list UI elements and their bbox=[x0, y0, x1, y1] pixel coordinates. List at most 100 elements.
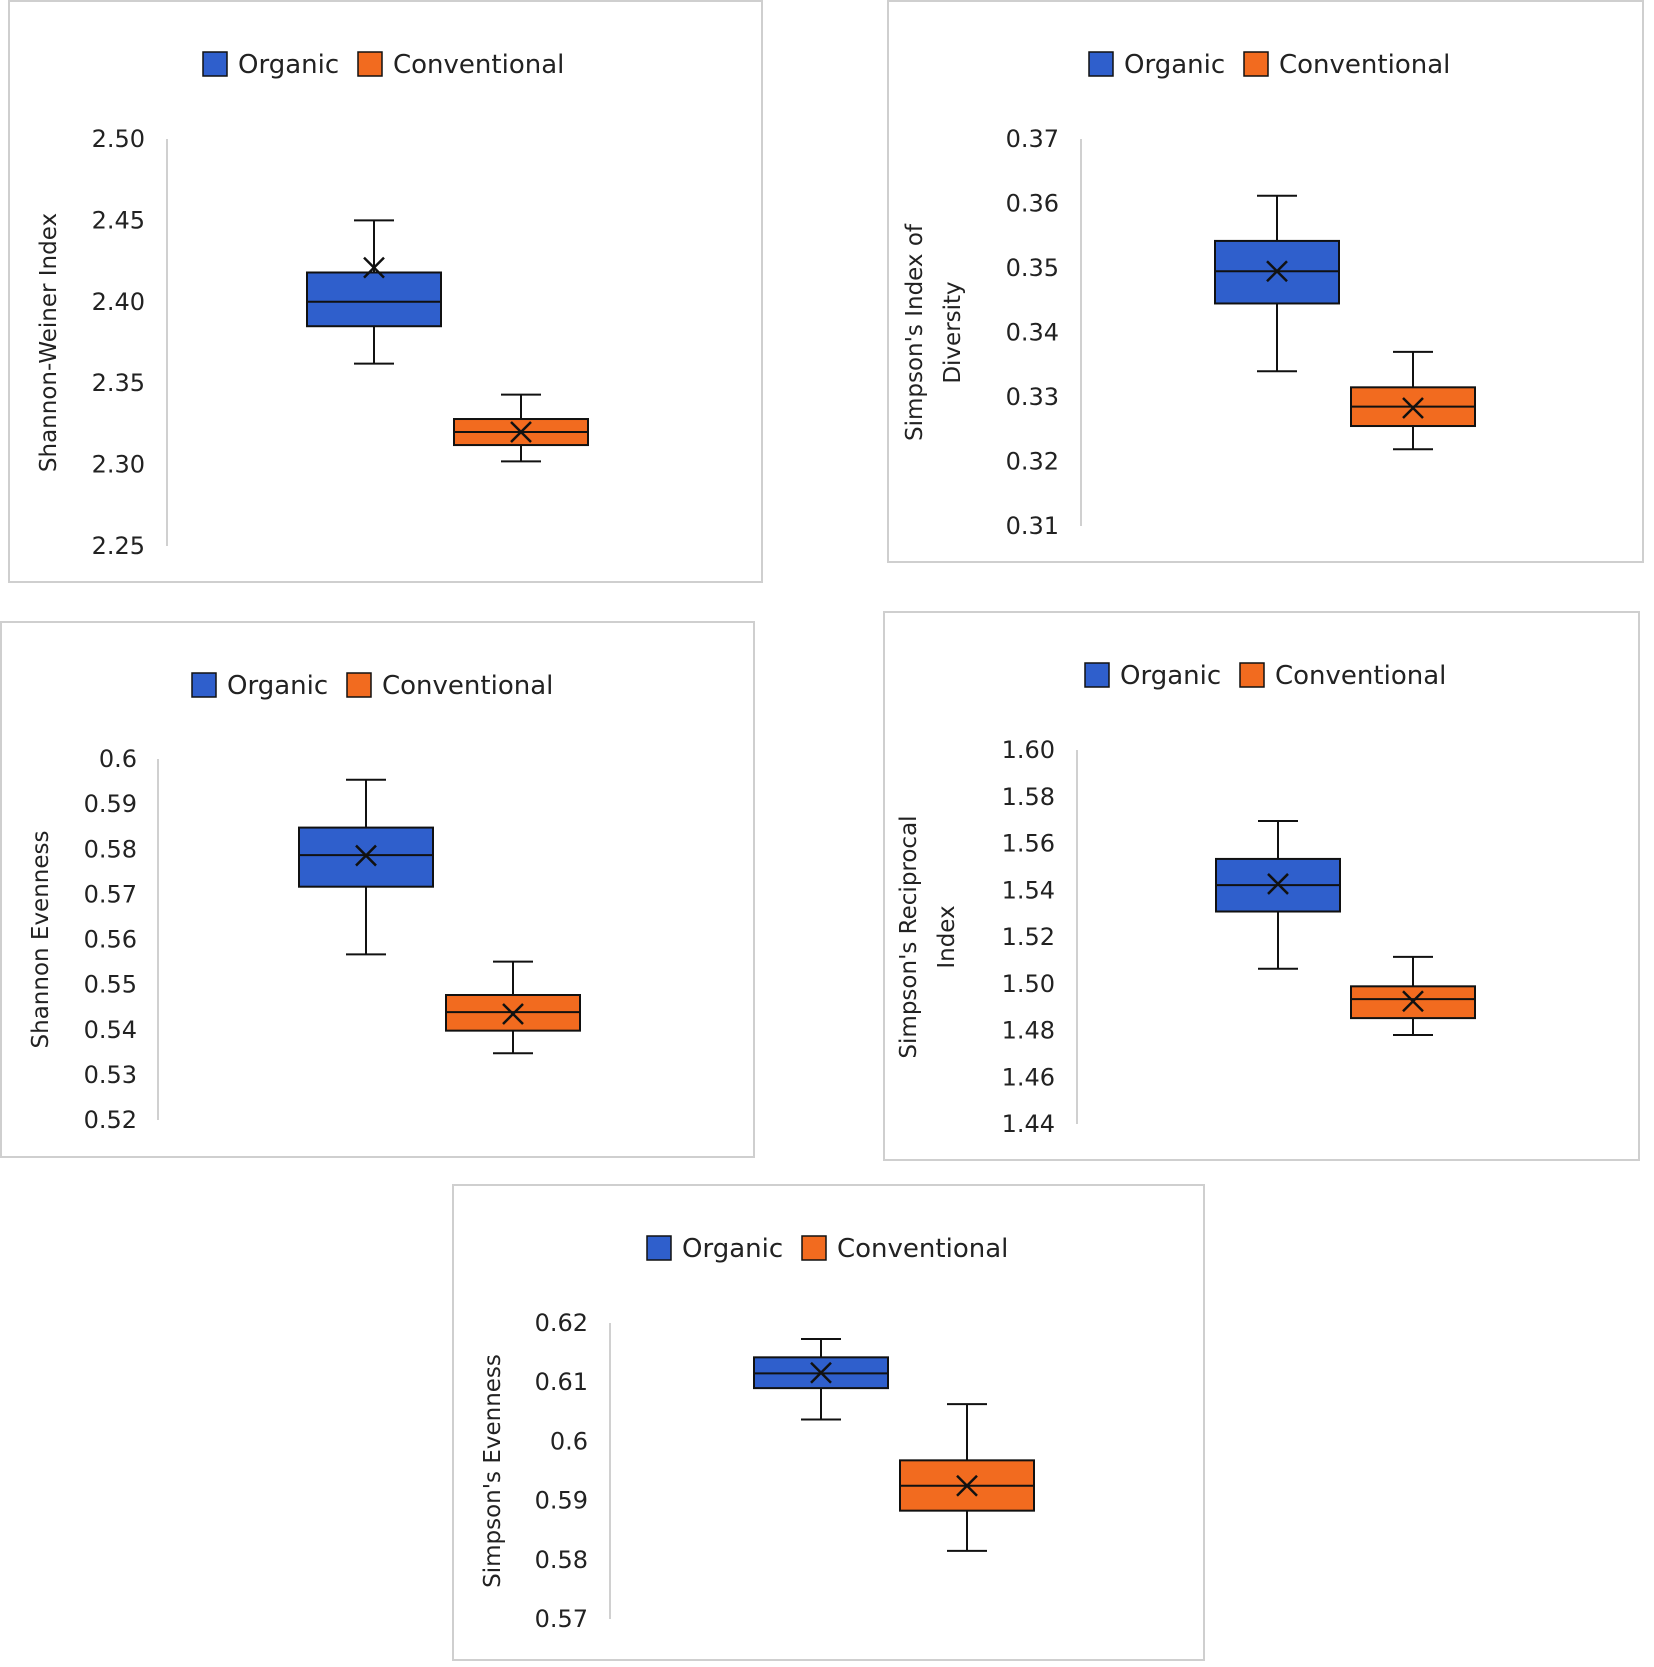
boxplot-organic bbox=[1215, 820, 1341, 970]
mean-marker bbox=[810, 1361, 832, 1384]
y-axis-label: Simpson's Index of bbox=[902, 223, 928, 441]
y-tick-label: 1.50 bbox=[1002, 970, 1055, 998]
chart-shannon-evenness-svg: Organic Conventional 0.6 0.59 0.58 0.57 0.56 0.… bbox=[28, 671, 581, 1134]
boxplot-organic bbox=[753, 1337, 889, 1421]
legend-swatch-organic bbox=[191, 672, 217, 698]
mean-marker bbox=[1266, 260, 1288, 283]
mean-marker bbox=[502, 1003, 524, 1025]
legend: Organic Conventional bbox=[202, 50, 564, 80]
boxplot-conventional bbox=[899, 1403, 1035, 1552]
y-tick-label: 0.34 bbox=[1006, 319, 1059, 347]
y-tick-label: 0.37 bbox=[1006, 125, 1059, 153]
legend: Organic Conventional bbox=[1084, 661, 1446, 691]
y-tick-label: 1.44 bbox=[1002, 1110, 1055, 1138]
y-tick-label: 0.57 bbox=[84, 880, 137, 908]
mean-marker bbox=[1402, 397, 1424, 419]
mean-marker bbox=[1267, 873, 1289, 895]
legend-swatch-conventional bbox=[357, 51, 383, 77]
y-tick-label: 0.61 bbox=[535, 1368, 588, 1396]
legend: Organic Conventional bbox=[646, 1234, 1008, 1264]
y-axis-label: Simpson's Evenness bbox=[480, 1354, 506, 1588]
y-axis-label: Shannon Evenness bbox=[28, 831, 54, 1049]
chart-panel-shannon-weiner: Organic Conventional 2.50 2.45 2.40 2.35 2.30 2… bbox=[8, 0, 763, 583]
y-tick-label: 0.55 bbox=[84, 971, 137, 999]
legend-swatch-organic bbox=[646, 1235, 672, 1261]
legend-label-organic: Organic bbox=[227, 671, 328, 701]
mean-marker bbox=[363, 256, 385, 279]
y-tick-label: 2.40 bbox=[92, 288, 145, 316]
legend-swatch-organic bbox=[1088, 51, 1114, 77]
legend-swatch-conventional bbox=[346, 672, 372, 698]
boxplot-conventional bbox=[1350, 350, 1476, 451]
legend-label-conventional: Conventional bbox=[382, 671, 553, 701]
y-axis-label: Shannon-Weiner Index bbox=[36, 213, 62, 472]
legend-label-organic: Organic bbox=[1120, 661, 1221, 691]
legend-label-conventional: Conventional bbox=[837, 1234, 1008, 1264]
y-tick-label: 0.57 bbox=[535, 1605, 588, 1633]
chart-panel-shannon-evenness: Organic Conventional 0.6 0.59 0.58 0.57 0.56 0.… bbox=[0, 621, 755, 1158]
y-tick-label: 1.52 bbox=[1002, 923, 1055, 951]
chart-simpson-evenness-svg: Organic Conventional 0.62 0.61 0.6 0.59 0.58 0.… bbox=[480, 1234, 1035, 1633]
chart-panel-simpson-diversity: Organic Conventional 0.37 0.36 0.35 0.34 0.33 0… bbox=[887, 0, 1644, 563]
legend-swatch-conventional bbox=[801, 1235, 827, 1261]
y-tick-label: 2.50 bbox=[92, 125, 145, 153]
box-iqr bbox=[306, 271, 442, 328]
y-tick-label: 2.25 bbox=[92, 532, 145, 560]
legend-label-conventional: Conventional bbox=[1275, 661, 1446, 691]
y-tick-label: 0.6 bbox=[99, 745, 137, 773]
y-axis-label: Diversity bbox=[940, 281, 966, 383]
legend-swatch-conventional bbox=[1239, 662, 1265, 688]
y-tick-label: 2.45 bbox=[92, 206, 145, 234]
boxplot-organic bbox=[1214, 194, 1340, 373]
y-tick-label: 0.59 bbox=[535, 1487, 588, 1515]
legend-label-organic: Organic bbox=[238, 50, 339, 80]
y-tick-label: 0.52 bbox=[84, 1106, 137, 1134]
y-tick-label: 0.31 bbox=[1006, 512, 1059, 540]
y-tick-label: 0.58 bbox=[535, 1546, 588, 1574]
y-tick-label: 0.33 bbox=[1006, 383, 1059, 411]
y-tick-label: 0.32 bbox=[1006, 448, 1059, 476]
y-tick-label: 0.36 bbox=[1006, 190, 1059, 218]
mean-marker bbox=[956, 1474, 978, 1497]
y-tick-label: 0.58 bbox=[84, 835, 137, 863]
legend-label-conventional: Conventional bbox=[393, 50, 564, 80]
y-tick-label: 2.30 bbox=[92, 451, 145, 479]
legend: Organic Conventional bbox=[191, 671, 553, 701]
boxplot-conventional bbox=[453, 393, 589, 463]
boxplot-organic bbox=[306, 219, 442, 365]
y-tick-label: 1.46 bbox=[1002, 1063, 1055, 1091]
chart-simpson-diversity-svg: Organic Conventional 0.37 0.36 0.35 0.34 0.33 0… bbox=[902, 50, 1476, 540]
mean-marker bbox=[510, 421, 532, 443]
boxplot-conventional bbox=[445, 960, 581, 1055]
legend-label-organic: Organic bbox=[1124, 50, 1225, 80]
mean-marker bbox=[1402, 990, 1424, 1013]
legend: Organic Conventional bbox=[1088, 50, 1450, 80]
y-tick-label: 1.56 bbox=[1002, 830, 1055, 858]
y-tick-label: 0.56 bbox=[84, 926, 137, 954]
y-tick-label: 0.53 bbox=[84, 1061, 137, 1089]
y-tick-label: 0.6 bbox=[550, 1427, 588, 1455]
boxplot-conventional bbox=[1350, 955, 1476, 1036]
mean-marker bbox=[355, 844, 377, 867]
chart-shannon-weiner-svg: Organic Conventional 2.50 2.45 2.40 2.35 2.30 2… bbox=[36, 50, 589, 560]
y-tick-label: 1.58 bbox=[1002, 783, 1055, 811]
y-tick-label: 0.54 bbox=[84, 1016, 137, 1044]
legend-label-conventional: Conventional bbox=[1279, 50, 1450, 80]
legend-swatch-conventional bbox=[1243, 51, 1269, 77]
legend-label-organic: Organic bbox=[682, 1234, 783, 1264]
y-axis-label: Index bbox=[934, 905, 960, 968]
y-tick-label: 1.48 bbox=[1002, 1017, 1055, 1045]
boxplot-organic bbox=[298, 778, 434, 956]
chart-panel-simpson-evenness: Organic Conventional 0.62 0.61 0.6 0.59 0.58 0.… bbox=[452, 1184, 1205, 1661]
chart-simpson-reciprocal-svg: Organic Conventional 1.60 1.58 1.56 1.54 1.52 1… bbox=[896, 661, 1476, 1138]
y-tick-label: 0.62 bbox=[535, 1309, 588, 1337]
y-tick-label: 0.35 bbox=[1006, 254, 1059, 282]
y-tick-label: 1.60 bbox=[1002, 736, 1055, 764]
y-axis-label: Simpson's Reciprocal bbox=[896, 815, 922, 1058]
y-tick-label: 1.54 bbox=[1002, 876, 1055, 904]
chart-panel-simpson-reciprocal: Organic Conventional 1.60 1.58 1.56 1.54 1.52 1… bbox=[883, 611, 1640, 1161]
legend-swatch-organic bbox=[1084, 662, 1110, 688]
legend-swatch-organic bbox=[202, 51, 228, 77]
y-tick-label: 0.59 bbox=[84, 790, 137, 818]
y-tick-label: 2.35 bbox=[92, 369, 145, 397]
